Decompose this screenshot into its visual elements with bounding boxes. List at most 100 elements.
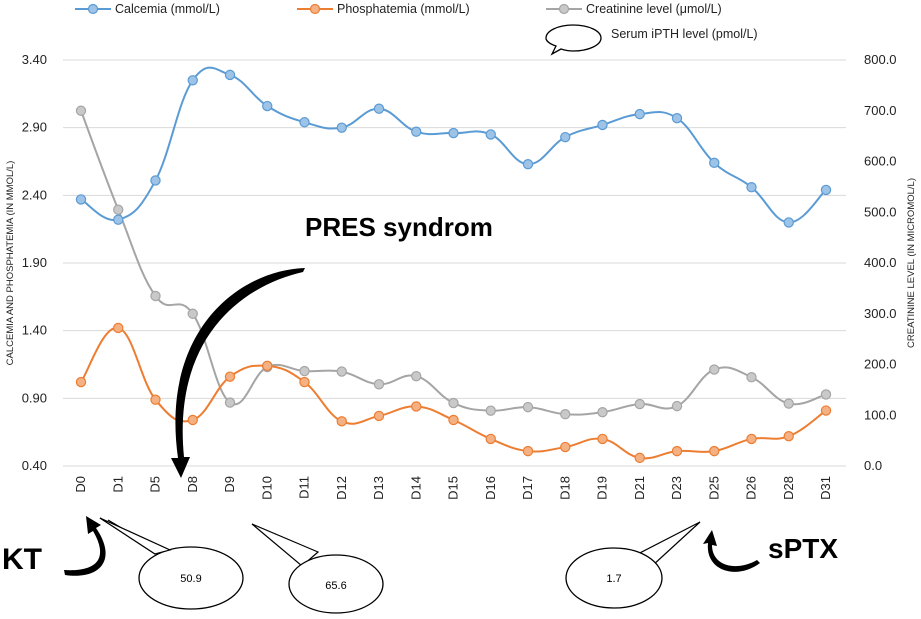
- data-point: [671, 112, 683, 124]
- x-tick-label: D1: [110, 476, 125, 493]
- data-point: [709, 445, 720, 457]
- ipth-bubble-2: 65.6: [251, 523, 384, 614]
- data-point: [75, 194, 87, 205]
- data-point: [597, 433, 608, 445]
- data-point: [560, 441, 571, 453]
- legend-item-calcemia: Calcemia (mmol/L): [75, 2, 220, 16]
- left-tick-label: 2.90: [22, 120, 47, 135]
- data-point: [448, 127, 459, 139]
- left-tick-label: 2.40: [22, 187, 47, 202]
- x-tick-label: D18: [557, 476, 572, 500]
- data-point: [373, 103, 385, 114]
- x-tick-label: D26: [744, 476, 759, 500]
- data-point: [187, 75, 198, 86]
- right-tick-label: 300.0: [864, 306, 897, 321]
- data-point: [224, 69, 236, 81]
- legend-label-creatinine: Creatinine level (μmol/L): [586, 2, 722, 16]
- right-tick-label: 100.0: [864, 407, 897, 422]
- x-tick-label: D13: [371, 476, 386, 500]
- data-point: [336, 366, 347, 377]
- data-point: [299, 365, 310, 377]
- x-tick-label: D9: [222, 476, 237, 493]
- left-tick-label: 0.40: [22, 458, 47, 473]
- data-point: [485, 405, 496, 416]
- left-axis-title: CALCEMIA AND PHOSPHATEMIA (IN MMOL/L): [5, 161, 16, 366]
- data-point: [746, 371, 757, 383]
- data-point: [448, 397, 459, 409]
- data-point: [75, 376, 87, 388]
- kt-annotation: KT: [2, 543, 42, 576]
- right-tick-label: 700.0: [864, 103, 897, 118]
- data-point: [783, 398, 794, 409]
- legend-label-ipth: Serum iPTH level (pmol/L): [611, 27, 758, 41]
- data-point: [336, 122, 347, 133]
- data-point: [783, 217, 794, 228]
- data-point: [187, 414, 198, 426]
- data-point: [150, 175, 161, 186]
- legend-label-calcemia: Calcemia (mmol/L): [115, 2, 220, 16]
- right-tick-label: 600.0: [864, 154, 897, 169]
- data-point: [150, 394, 161, 405]
- data-point: [336, 416, 347, 427]
- x-tick-label: D10: [259, 476, 274, 500]
- x-tick-label: D11: [297, 476, 312, 499]
- x-tick-label: D5: [148, 476, 163, 493]
- curved-arrow-icon: [171, 268, 305, 478]
- data-point: [709, 157, 720, 169]
- data-point: [262, 360, 273, 372]
- left-tick-label: 0.90: [22, 390, 47, 405]
- x-tick-label: D12: [334, 476, 349, 500]
- data-point: [299, 117, 310, 128]
- data-point: [522, 445, 534, 457]
- sptx-annotation: sPTX: [768, 533, 838, 564]
- data-point: [820, 389, 832, 400]
- legend: Calcemia (mmol/L) Phosphatemia (mmol/L) …: [75, 2, 758, 56]
- data-point: [373, 379, 385, 390]
- series-layer: [75, 66, 832, 464]
- data-point: [113, 214, 124, 225]
- data-point: [485, 433, 496, 445]
- data-point: [820, 184, 832, 196]
- x-tick-label: D19: [595, 476, 610, 500]
- data-point: [411, 401, 422, 412]
- sptx-curved-arrow-icon: [703, 530, 760, 572]
- data-point: [560, 409, 571, 420]
- x-tick-label: D17: [520, 476, 535, 500]
- left-tick-label: 1.90: [22, 255, 47, 270]
- legend-item-creatinine: Creatinine level (μmol/L): [546, 2, 722, 16]
- data-point: [411, 126, 422, 137]
- right-tick-label: 500.0: [864, 204, 897, 219]
- legend-label-phosphatemia: Phosphatemia (mmol/L): [337, 2, 470, 16]
- right-tick-label: 0.0: [864, 458, 882, 473]
- left-tick-label: 3.40: [22, 52, 47, 67]
- data-point: [224, 397, 236, 408]
- x-tick-label: D16: [483, 476, 498, 500]
- data-point: [262, 100, 273, 112]
- x-tick-label: D15: [446, 476, 461, 500]
- data-point: [597, 407, 608, 418]
- data-point: [597, 119, 608, 131]
- ipth-bubble-3: 1.7: [565, 521, 701, 609]
- data-point: [113, 322, 124, 334]
- data-point: [560, 131, 571, 143]
- data-point: [746, 433, 757, 445]
- data-point: [448, 414, 459, 426]
- data-point: [634, 452, 645, 464]
- series-calcemia: [75, 66, 832, 228]
- data-point: [485, 129, 496, 140]
- x-axis-ticks: D0 D1 D5 D8 D9 D10 D11 D12 D13 D14 D15 D16 D17 D18 D19…: [73, 476, 833, 500]
- data-point: [746, 182, 757, 193]
- legend-item-ipth: Serum iPTH level (pmol/L): [545, 24, 758, 56]
- data-point: [75, 105, 87, 116]
- right-tick-label: 200.0: [864, 357, 897, 372]
- x-tick-label: D31: [818, 476, 833, 500]
- kt-curved-arrow-icon: [64, 516, 106, 576]
- right-axis-ticks: 0.0 100.0 200.0 300.0 400.0 500.0 600.0 700.0 80…: [864, 52, 897, 473]
- x-tick-label: D21: [632, 476, 647, 500]
- data-point: [373, 410, 385, 422]
- data-point: [411, 370, 422, 382]
- x-tick-label: D25: [706, 476, 721, 500]
- ipth-value-1: 50.9: [180, 573, 201, 585]
- left-tick-label: 1.40: [22, 323, 47, 338]
